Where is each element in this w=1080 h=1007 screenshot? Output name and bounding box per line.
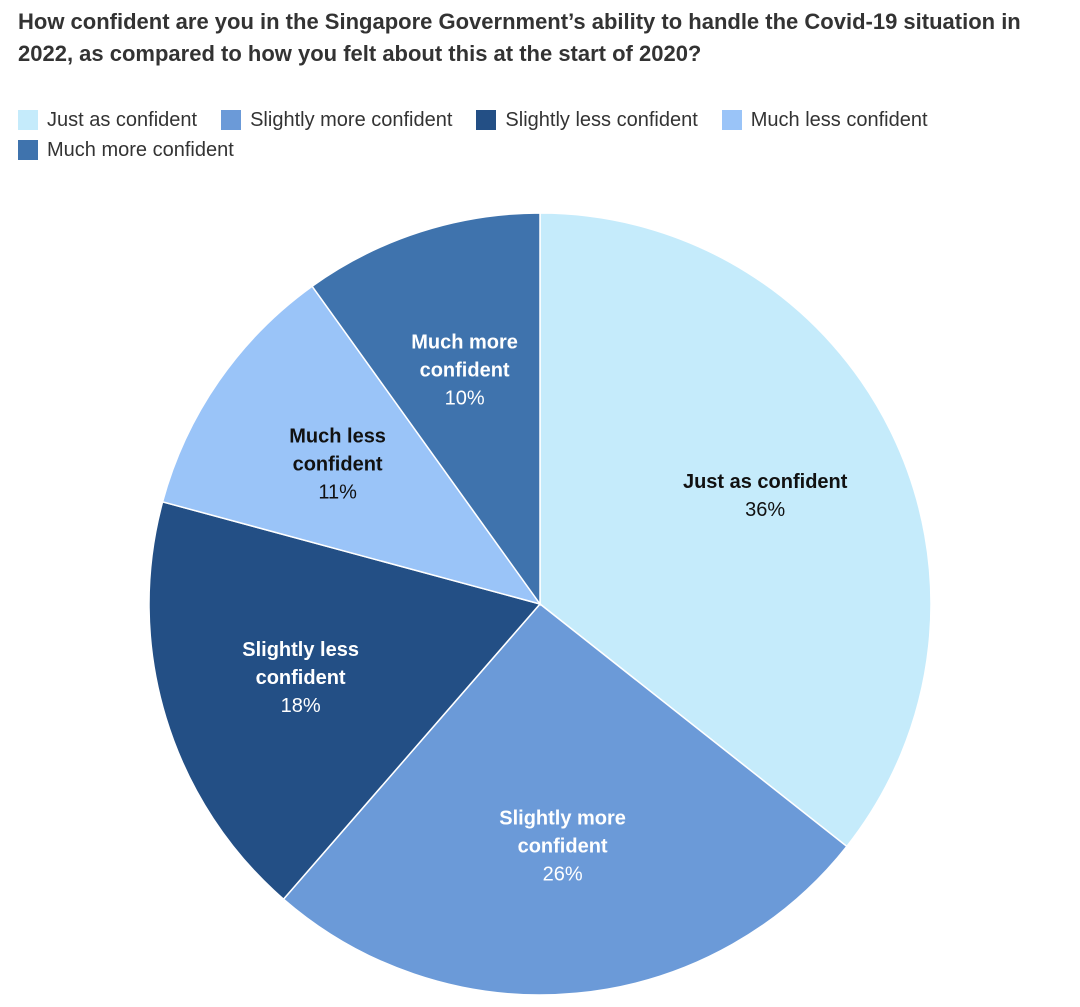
pie-slice-slightly-less-confident[interactable] <box>148 500 542 901</box>
legend-swatch <box>476 110 497 130</box>
chart-legend: Just as confident Slightly more confiden… <box>18 108 1068 162</box>
legend-swatch <box>18 110 38 130</box>
legend-item-much-less-confident[interactable]: Much less confident <box>721 108 928 132</box>
chart-title: How confident are you in the Singapore G… <box>18 9 1021 66</box>
slice-value-label: 10% <box>445 388 485 410</box>
legend-item-much-more-confident[interactable]: Much more confident <box>18 138 234 162</box>
slice-label-slightly-more-confident: Slightly more confident 26% <box>499 807 626 885</box>
slice-label-slightly-less-confident: Slightly less confident 18% <box>242 639 359 717</box>
slice-label-much-less-confident: Much less confident 11% <box>289 426 386 504</box>
legend-label: Just as confident <box>47 108 198 131</box>
legend-swatch <box>221 110 242 130</box>
legend-label: Slightly less confident <box>505 108 698 131</box>
legend-label: Slightly more confident <box>250 108 453 131</box>
slice-name-line: Much more <box>411 332 518 354</box>
pie-slice-much-less-confident[interactable] <box>161 285 542 606</box>
slice-label-much-more-confident: Much more confident 10% <box>411 332 518 410</box>
slice-value-label: 18% <box>281 695 321 717</box>
pie-slice-just-as-confident[interactable] <box>539 212 932 848</box>
slice-name-line: Just as confident <box>683 471 848 493</box>
slice-name-line: confident <box>256 667 346 689</box>
slice-name-line: confident <box>518 835 608 857</box>
slice-value-label: 36% <box>745 499 785 521</box>
slice-value-label: 11% <box>318 482 357 504</box>
legend-item-slightly-more-confident[interactable]: Slightly more confident <box>221 108 452 132</box>
legend-swatch <box>18 140 38 160</box>
legend-item-slightly-less-confident[interactable]: Slightly less confident <box>476 108 698 132</box>
slice-name-line: Slightly less <box>242 639 359 661</box>
slice-value-label: 26% <box>543 863 583 885</box>
pie-slice-much-more-confident[interactable] <box>311 212 541 607</box>
slice-label-just-as-confident: Just as confident 36% <box>683 471 848 521</box>
legend-swatch <box>721 110 742 130</box>
legend-label: Much less confident <box>750 108 928 131</box>
legend-label: Much more confident <box>47 138 234 161</box>
slice-name-line: Slightly more <box>499 807 626 829</box>
slice-name-line: confident <box>293 454 383 476</box>
slice-name-line: confident <box>420 360 510 382</box>
legend-item-just-as-confident[interactable]: Just as confident <box>18 108 197 132</box>
slice-name-line: Much less <box>289 426 386 448</box>
pie-slice-slightly-more-confident[interactable] <box>282 602 848 996</box>
